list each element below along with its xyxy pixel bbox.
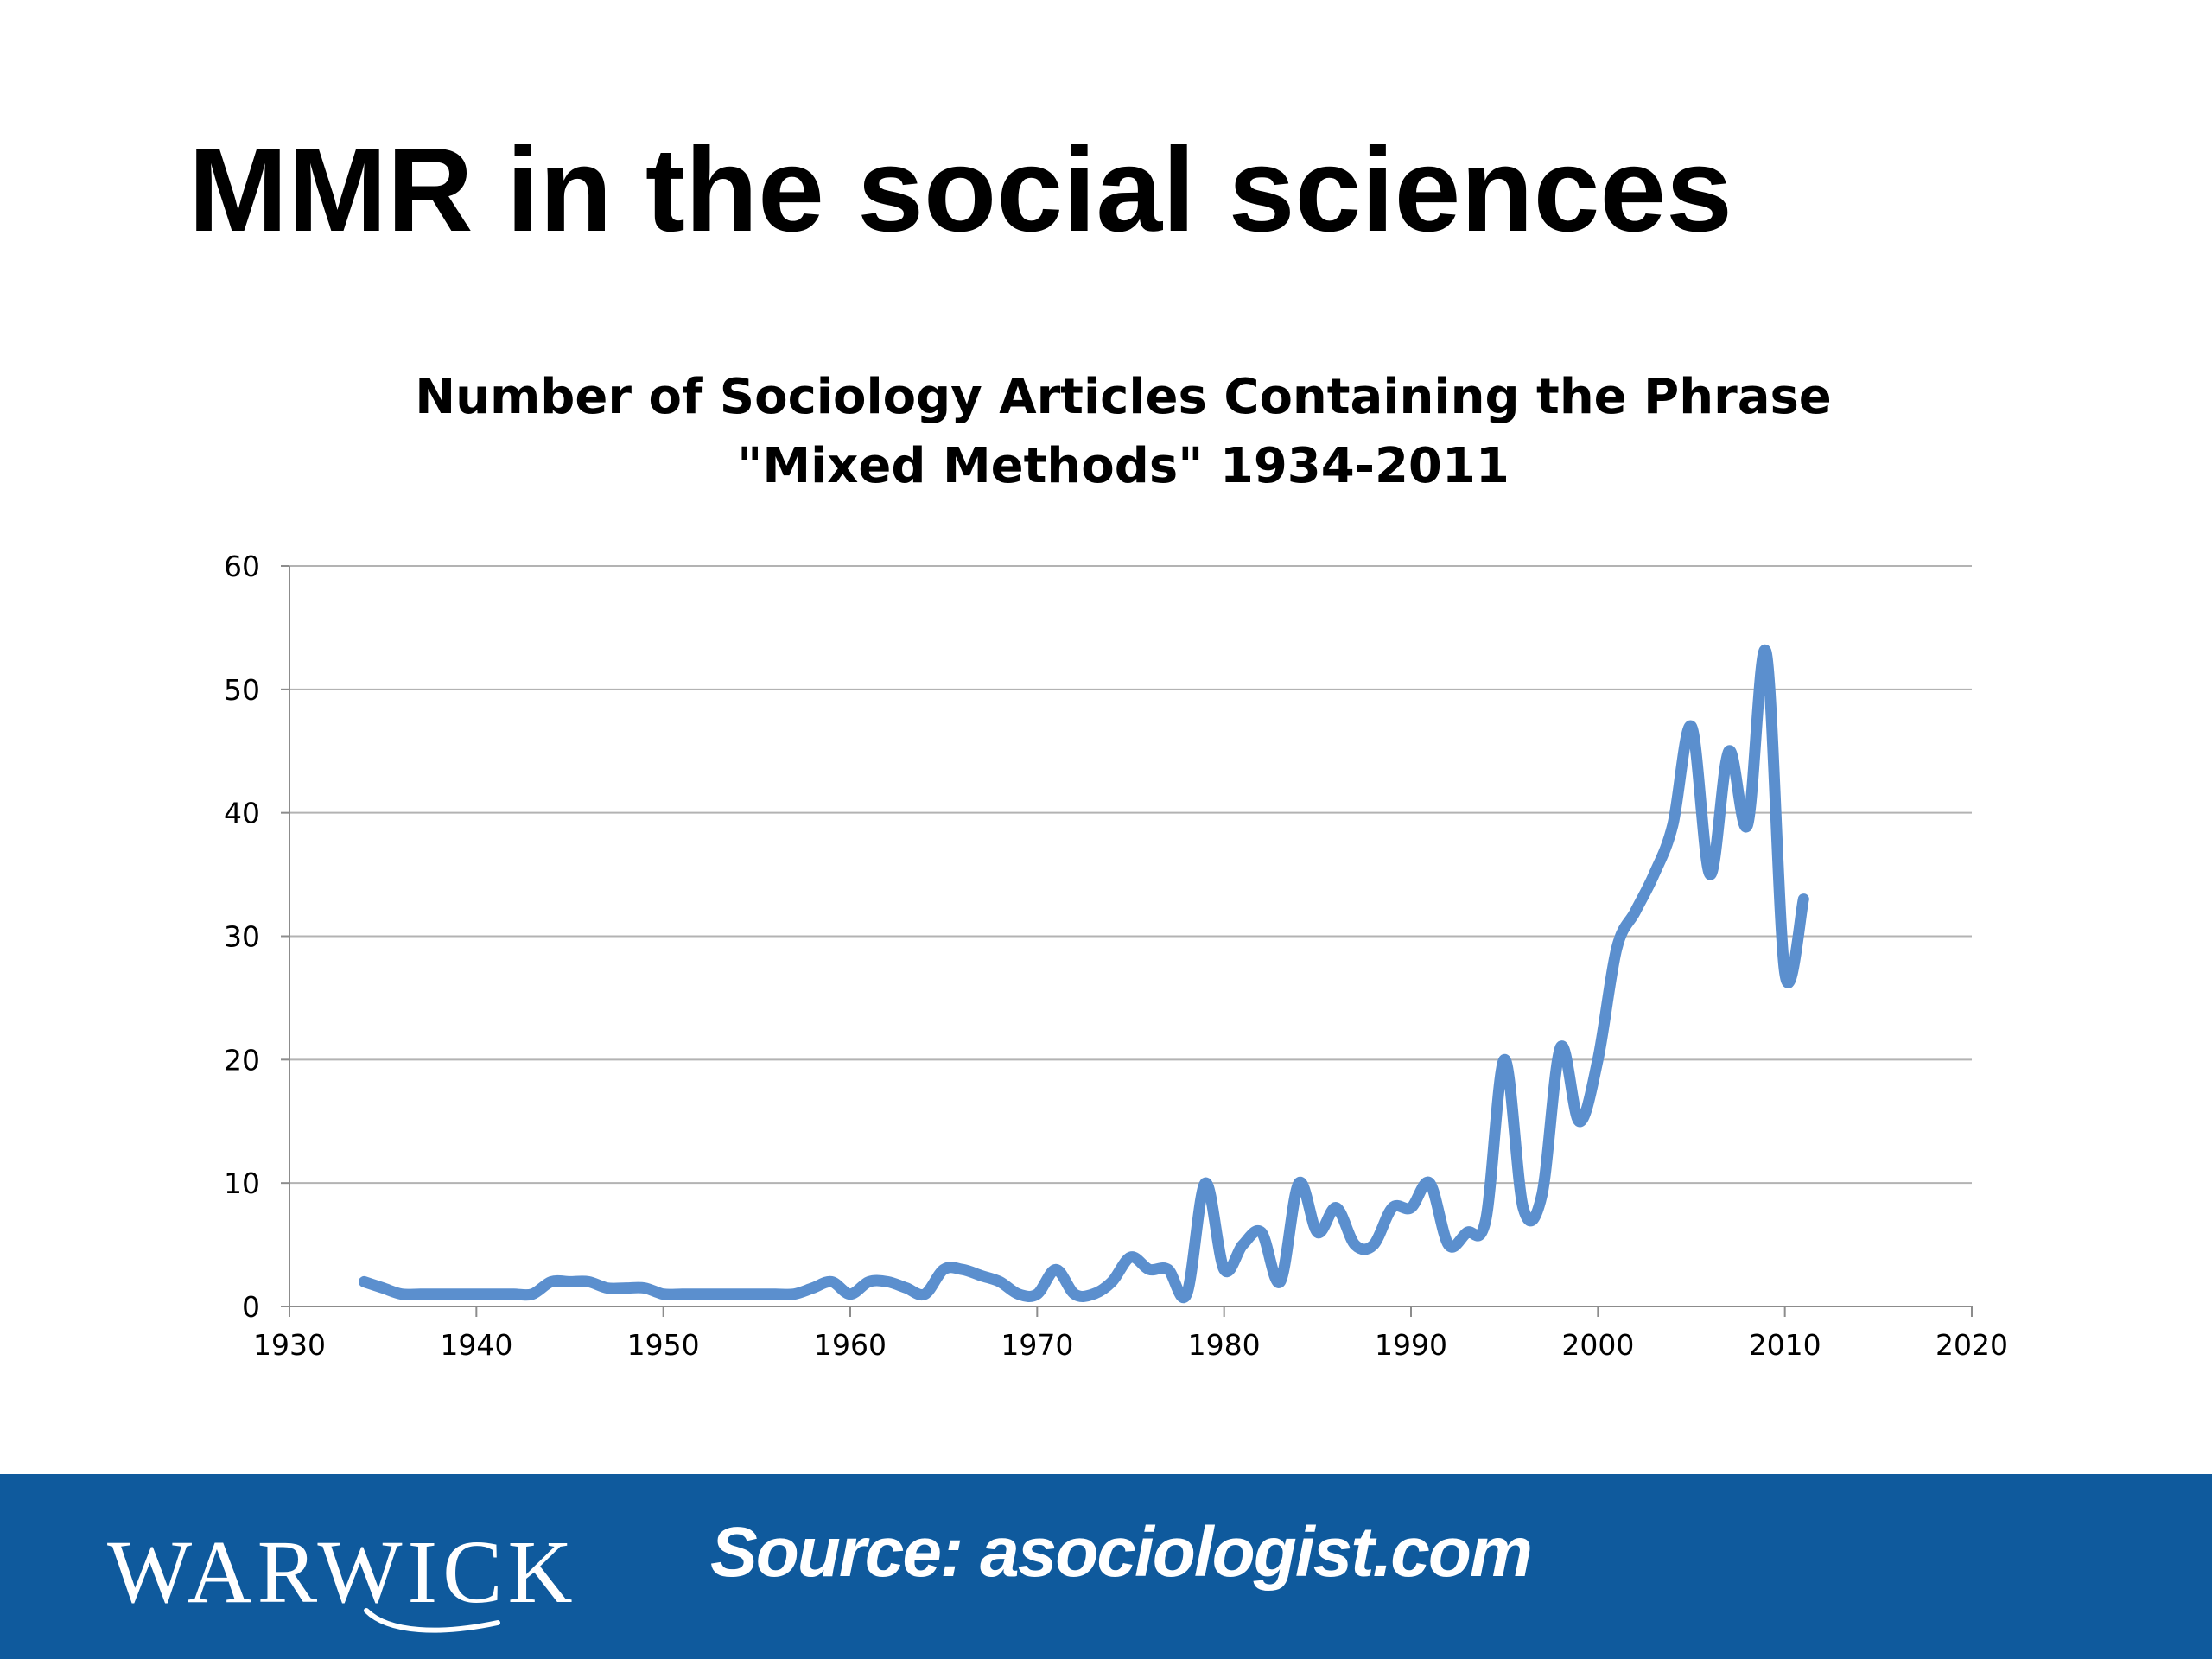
y-tick-label: 50: [224, 673, 260, 707]
data-point-1945: [569, 1281, 570, 1282]
data-point-1979: [1205, 1183, 1206, 1184]
data-point-1935: [383, 1287, 384, 1288]
data-point-1946: [588, 1281, 589, 1282]
data-point-1961: [868, 1281, 869, 1282]
data-point-1974: [1111, 1281, 1112, 1282]
x-tick-label: 1980: [1188, 1328, 1261, 1362]
data-point-1992: [1448, 1244, 1449, 1245]
x-tick-label: 1950: [627, 1328, 700, 1362]
x-tick-label: 1970: [1001, 1328, 1073, 1362]
data-point-1944: [550, 1281, 551, 1282]
y-tick-label: 60: [224, 550, 260, 583]
data-point-2005: [1691, 726, 1692, 727]
data-point-2003: [1654, 874, 1655, 875]
data-point-2010: [1784, 973, 1785, 974]
data-point-1996: [1522, 1207, 1523, 1208]
data-point-1976: [1149, 1269, 1150, 1270]
data-point-1995: [1504, 1059, 1505, 1060]
x-tick-label: 1990: [1375, 1328, 1447, 1362]
data-point-2007: [1728, 751, 1729, 752]
data-point-1983: [1280, 1281, 1281, 1282]
series-line-0: [359, 644, 1809, 1303]
chart-title-line-1: Number of Sociology Articles Containing …: [415, 369, 1832, 425]
data-point-1999: [1579, 1121, 1580, 1122]
data-point-1988: [1373, 1244, 1374, 1245]
data-point-1994: [1485, 1220, 1486, 1221]
line-chart: Number of Sociology Articles Containing …: [224, 369, 2008, 1362]
data-point-1934: [364, 1281, 365, 1282]
series-layer: [359, 644, 1809, 1303]
data-point-2006: [1710, 874, 1711, 875]
data-point-1991: [1429, 1183, 1430, 1184]
x-tick-label: 1940: [440, 1328, 512, 1362]
data-point-1985: [1317, 1232, 1318, 1233]
x-tick-label: 2010: [1749, 1328, 1821, 1362]
data-point-1997: [1541, 1195, 1542, 1196]
y-tick-label: 40: [224, 797, 260, 830]
data-point-1986: [1336, 1207, 1337, 1208]
chart-title-line-2: "Mixed Methods" 1934-2011: [737, 438, 1510, 494]
axes: [281, 565, 1973, 1317]
data-point-1958: [812, 1287, 813, 1288]
data-point-1998: [1560, 1047, 1561, 1048]
data-point-1967: [981, 1275, 982, 1276]
data-point-2009: [1766, 652, 1767, 653]
y-tick-label: 0: [242, 1290, 260, 1324]
y-tick-label: 30: [224, 920, 260, 954]
data-point-1987: [1355, 1244, 1356, 1245]
logo-swash-icon: [364, 1608, 500, 1633]
x-tick-label: 1930: [253, 1328, 326, 1362]
data-point-2002: [1635, 911, 1636, 912]
data-point-1971: [1056, 1269, 1057, 1270]
footer-bar: WARWICK Source: asociologist.com: [0, 1474, 2212, 1659]
data-point-1977: [1167, 1269, 1168, 1270]
slide-title: MMR in the social sciences: [188, 124, 1732, 257]
data-point-2001: [1617, 948, 1618, 949]
data-point-1990: [1411, 1207, 1412, 1208]
data-point-1962: [887, 1281, 888, 1282]
data-point-2000: [1598, 1059, 1599, 1060]
data-point-2008: [1747, 824, 1748, 825]
data-point-1966: [962, 1269, 963, 1270]
warwick-logo: WARWICK: [107, 1522, 578, 1622]
data-point-1989: [1392, 1207, 1393, 1208]
y-tick-label: 20: [224, 1043, 260, 1077]
source-credit: Source: asociologist.com: [710, 1513, 1533, 1592]
gridlines: [289, 565, 1972, 1185]
tick-labels: 0 10 20 30 40 50 60 1930 1940 1950 1960 1970 1980 199…: [224, 550, 2008, 1362]
data-point-2004: [1672, 824, 1673, 825]
data-point-1959: [831, 1281, 832, 1282]
x-tick-label: 2000: [1561, 1328, 1634, 1362]
data-point-1993: [1466, 1232, 1467, 1233]
data-point-1968: [1000, 1281, 1001, 1282]
x-tick-label: 2020: [1936, 1328, 2008, 1362]
data-point-1975: [1130, 1256, 1131, 1257]
x-tick-label: 1960: [814, 1328, 887, 1362]
data-point-1982: [1261, 1232, 1262, 1233]
data-point-1984: [1299, 1183, 1300, 1184]
y-tick-label: 10: [224, 1166, 260, 1200]
